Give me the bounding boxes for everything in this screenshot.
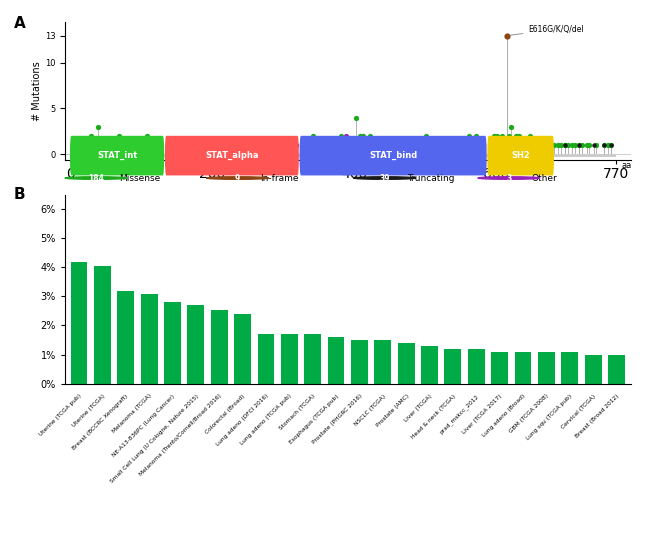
Bar: [468, 349, 485, 384]
Bar: [140, 294, 157, 384]
Bar: [351, 340, 368, 384]
Text: Missense: Missense: [119, 174, 160, 182]
Bar: [304, 334, 321, 384]
Bar: [328, 337, 345, 384]
Bar: [164, 302, 181, 384]
Text: B: B: [14, 187, 26, 202]
Text: STAT_bind: STAT_bind: [369, 151, 417, 160]
Bar: [562, 352, 578, 384]
Bar: [211, 310, 227, 384]
Bar: [538, 352, 555, 384]
Bar: [398, 343, 415, 384]
Bar: [421, 346, 438, 384]
Text: aa: aa: [622, 161, 632, 169]
Bar: [71, 154, 616, 157]
Circle shape: [354, 177, 415, 179]
FancyBboxPatch shape: [165, 136, 299, 175]
Bar: [374, 340, 391, 384]
Circle shape: [65, 177, 127, 179]
Bar: [515, 352, 532, 384]
Text: 9: 9: [235, 174, 240, 182]
Y-axis label: # Mutations: # Mutations: [32, 61, 42, 121]
Bar: [491, 352, 508, 384]
Text: 39: 39: [379, 174, 390, 182]
Text: SH2: SH2: [512, 151, 530, 160]
Circle shape: [478, 177, 540, 179]
FancyBboxPatch shape: [70, 136, 164, 175]
Text: 3: 3: [506, 174, 512, 182]
Text: A: A: [14, 16, 26, 31]
Bar: [445, 349, 461, 384]
Text: Other: Other: [532, 174, 557, 182]
Text: 184: 184: [88, 174, 104, 182]
Text: STAT_int: STAT_int: [97, 151, 137, 160]
Bar: [71, 261, 88, 384]
FancyBboxPatch shape: [300, 136, 487, 175]
Bar: [608, 355, 625, 384]
Text: STAT_alpha: STAT_alpha: [205, 151, 259, 160]
Bar: [257, 334, 274, 384]
Text: In-frame: In-frame: [260, 174, 298, 182]
Bar: [281, 334, 298, 384]
Bar: [585, 355, 601, 384]
Bar: [234, 314, 251, 384]
FancyBboxPatch shape: [488, 136, 554, 175]
Bar: [94, 266, 111, 384]
Bar: [118, 290, 134, 384]
Text: Truncating: Truncating: [407, 174, 454, 182]
Bar: [187, 305, 204, 384]
Circle shape: [207, 177, 268, 179]
Text: E616G/K/Q/del: E616G/K/Q/del: [510, 25, 584, 35]
